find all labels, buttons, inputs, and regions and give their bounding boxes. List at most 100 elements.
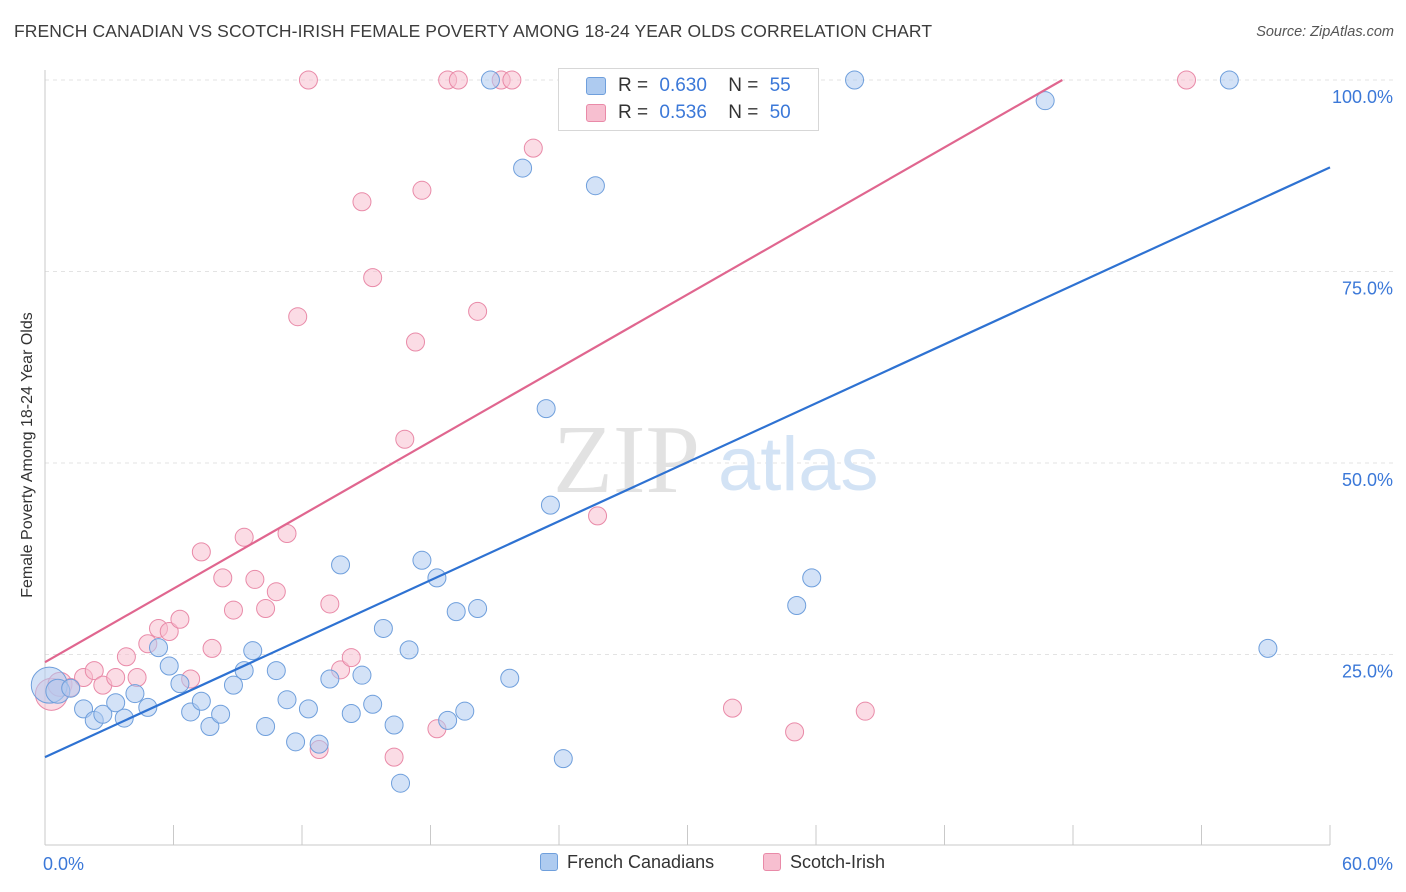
legend-swatch-blue: [586, 77, 606, 95]
french-canadian-point: [399, 640, 419, 660]
scotch-irish-point: [266, 582, 286, 602]
legend-r-label: R =: [618, 75, 649, 96]
french-canadian-point: [1035, 91, 1055, 111]
source-credit: Source: ZipAtlas.com: [1256, 24, 1394, 40]
french-canadian-point: [787, 595, 807, 615]
french-canadian-point: [373, 618, 393, 638]
legend-n-label: N =: [728, 102, 759, 123]
watermark: ZIP atlas: [553, 406, 879, 514]
scotch-irish-point: [234, 527, 254, 547]
legend-r-value: 0.536: [659, 102, 707, 123]
french-canadian-point: [106, 693, 126, 713]
scotch-irish-point: [202, 638, 222, 658]
french-canadian-point: [352, 665, 372, 685]
scotch-irish-point: [288, 307, 308, 327]
watermark-zip: ZIP: [553, 406, 700, 514]
y-tick-label: 75.0%: [1342, 279, 1393, 299]
scotch-irish-point: [352, 192, 372, 212]
french-canadian-point: [243, 641, 263, 661]
bottom-legend-label: Scotch-Irish: [790, 852, 886, 872]
french-canadian-point: [446, 602, 466, 622]
french-canadian-point: [191, 691, 211, 711]
scotch-irish-point: [384, 747, 404, 767]
french-canadian-point: [298, 699, 318, 719]
french-canadian-point: [384, 715, 404, 735]
scotch-irish-point: [191, 542, 211, 562]
french-canadian-point: [277, 690, 297, 710]
axes: [44, 70, 1331, 846]
french-canadian-point: [802, 568, 822, 588]
y-tick-label: 25.0%: [1342, 662, 1393, 682]
legend-r-label: R =: [618, 102, 649, 123]
scotch-irish-point: [855, 701, 875, 721]
bottom-legend-label: French Canadians: [567, 852, 715, 872]
scotch-irish-point: [412, 180, 432, 200]
french-canadian-point: [159, 656, 179, 676]
scotch-irish-point: [448, 70, 468, 90]
french-canadian-point: [1258, 638, 1278, 658]
scotch-irish-point: [468, 301, 488, 321]
trend-lines: [44, 79, 1331, 759]
french-canadian-point: [536, 399, 556, 419]
scotch-irish-point: [395, 429, 415, 449]
scotch-irish-point: [722, 698, 742, 718]
stats-legend: R = 0.630 N = 55 R = 0.536 N = 50: [558, 68, 819, 131]
french-canadian-point: [540, 495, 560, 515]
scotch-irish-point: [159, 622, 179, 642]
scotch-irish-point: [406, 332, 426, 352]
scotch-irish-point: [588, 506, 608, 526]
scotch-irish-point: [785, 722, 805, 742]
scotch-irish-point: [223, 600, 243, 620]
legend-n-value: 55: [769, 75, 791, 96]
scotch-irish-point: [523, 138, 543, 158]
french-canadian-point: [363, 694, 383, 714]
x-tick-label-min: 0.0%: [43, 854, 84, 874]
scotch-irish-point: [363, 268, 383, 288]
x-tick-label-max: 60.0%: [1342, 854, 1393, 874]
french-canadian-point: [553, 749, 573, 769]
scotch-irish-point: [245, 569, 265, 589]
legend-swatch-pink: [586, 104, 606, 122]
french-canadian-point: [234, 661, 254, 681]
y-tick-label: 100.0%: [1332, 87, 1393, 107]
bottom-legend-french-canadians: French Canadians: [540, 852, 714, 873]
scotch-irish-point: [341, 648, 361, 668]
french-canadian-point: [309, 734, 329, 754]
scotch-irish-trend-line: [44, 79, 1063, 664]
french-canadian-point: [438, 710, 458, 730]
french-canadian-point: [286, 732, 306, 752]
scotch-irish-point: [106, 667, 126, 687]
scotch-irish-point: [213, 568, 233, 588]
french-canadian-point: [331, 555, 351, 575]
scotch-irish-point: [84, 661, 104, 681]
french-canadian-point: [391, 773, 411, 793]
scotch-irish-point: [127, 667, 147, 687]
bottom-legend-swatch-pink: [763, 853, 781, 871]
tick-labels: 25.0% 50.0% 75.0% 100.0% 0.0% 60.0%: [43, 87, 1393, 874]
scotch-irish-point: [320, 594, 340, 614]
scotch-irish-point: [116, 647, 136, 667]
bottom-legend-scotch-irish: Scotch-Irish: [763, 852, 885, 873]
watermark-atlas: atlas: [718, 422, 879, 507]
french-canadian-point: [412, 550, 432, 570]
scotch-irish-point: [502, 70, 522, 90]
chart-title: FRENCH CANADIAN VS SCOTCH-IRISH FEMALE P…: [14, 21, 933, 41]
french-canadian-point: [125, 684, 145, 704]
french-canadian-point: [170, 674, 190, 694]
french-canadian-point: [200, 717, 220, 737]
french-canadian-point: [480, 70, 500, 90]
gridlines: [45, 79, 1395, 655]
legend-row-french-canadians: R = 0.630 N = 55: [559, 74, 818, 100]
scotch-irish-point: [170, 609, 190, 629]
french-canadian-point: [211, 704, 231, 724]
french-canadian-point: [1219, 70, 1239, 90]
bottom-legend-swatch-blue: [540, 853, 558, 871]
legend-row-scotch-irish: R = 0.536 N = 50: [559, 101, 818, 127]
french-canadian-trend-line: [44, 166, 1331, 759]
french-canadian-point: [149, 638, 169, 658]
french-canadian-point: [320, 669, 340, 689]
scotch-irish-point: [256, 599, 276, 619]
french-canadian-point: [500, 668, 520, 688]
french-canadian-point: [455, 701, 475, 721]
